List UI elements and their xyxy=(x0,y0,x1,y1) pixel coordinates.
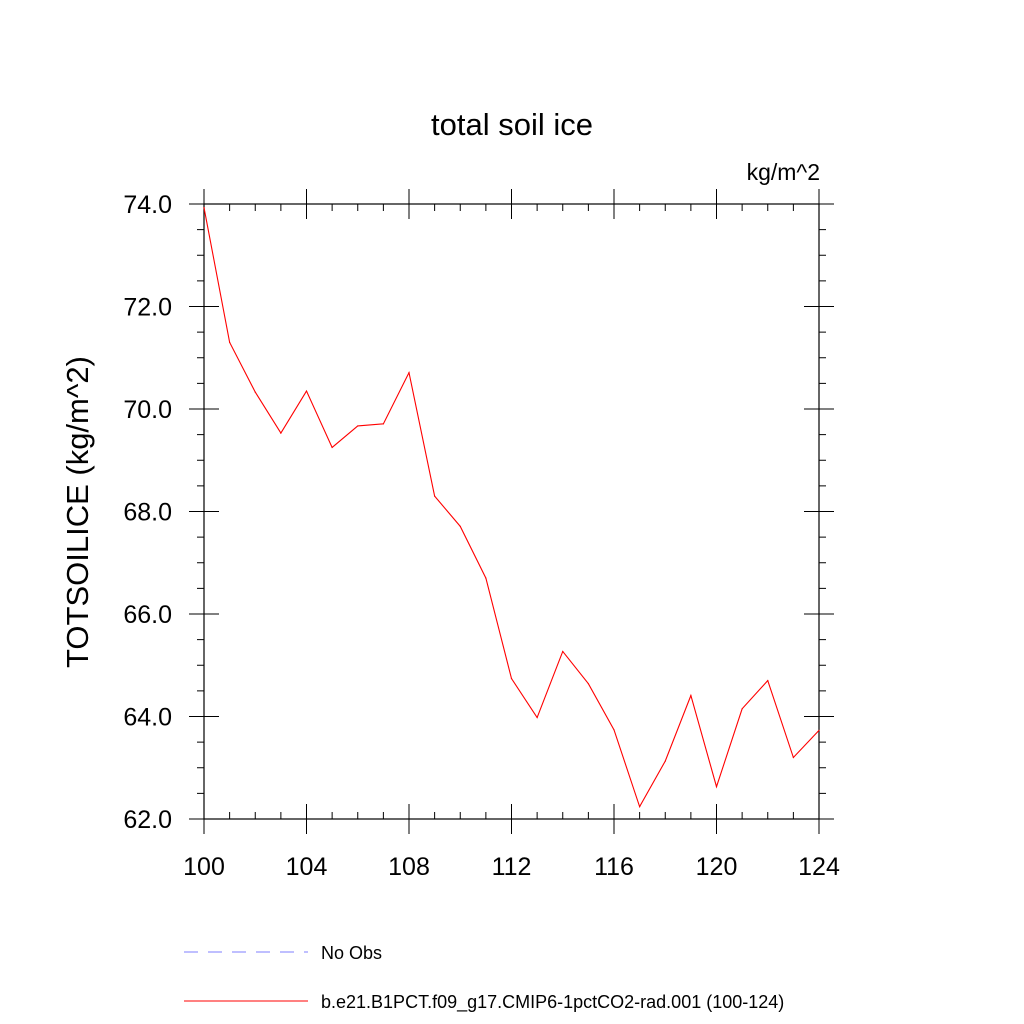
x-tick-label: 112 xyxy=(492,853,532,881)
y-tick-label: 68.0 xyxy=(123,499,172,527)
data-point xyxy=(792,756,794,759)
data-point xyxy=(434,495,436,497)
series-line xyxy=(203,207,820,809)
data-point xyxy=(382,423,384,425)
data-point xyxy=(690,694,692,697)
y-tick-label: 62.0 xyxy=(123,806,172,834)
x-tick-label: 116 xyxy=(594,853,634,881)
y-tick-label: 74.0 xyxy=(123,191,172,219)
data-point xyxy=(613,729,615,731)
y-tick-label: 70.0 xyxy=(123,396,172,424)
data-point xyxy=(587,683,589,685)
x-tick-label: 124 xyxy=(798,853,840,881)
data-point xyxy=(715,786,718,788)
x-tick-label: 100 xyxy=(183,853,225,881)
legend-label: b.e21.B1PCT.f09_g17.CMIP6-1pctCO2-rad.00… xyxy=(321,992,784,1013)
data-point xyxy=(767,680,769,682)
data-point xyxy=(203,206,205,209)
tick-marks xyxy=(189,189,834,834)
data-point xyxy=(741,708,743,710)
y-tick-labels: 62.0 64.0 66.0 68.0 70.0 72.0 74.0 xyxy=(123,191,172,834)
chart-title: total soil ice xyxy=(431,107,593,142)
units-label: kg/m^2 xyxy=(747,159,820,185)
data-point xyxy=(510,677,513,680)
data-point xyxy=(408,372,410,374)
data-point xyxy=(485,577,487,579)
data-point xyxy=(357,425,359,427)
data-point xyxy=(280,432,282,434)
data-point xyxy=(305,390,308,392)
plot-frame xyxy=(203,203,820,820)
data-point xyxy=(229,341,231,343)
data-point xyxy=(331,446,333,449)
x-tick-label: 120 xyxy=(696,853,738,881)
x-tick-label: 108 xyxy=(388,853,430,881)
data-point xyxy=(536,716,538,719)
x-tick-labels: 100 104 108 112 116 120 124 xyxy=(183,853,840,881)
data-point xyxy=(459,525,461,527)
data-point xyxy=(254,391,256,393)
data-point xyxy=(664,760,666,762)
legend-label: No Obs xyxy=(321,943,382,963)
data-point xyxy=(818,729,820,731)
data-point xyxy=(562,650,564,653)
y-axis-label: TOTSOILICE (kg/m^2) xyxy=(60,356,95,668)
y-tick-label: 72.0 xyxy=(123,294,172,322)
data-point xyxy=(639,806,641,808)
series-layer xyxy=(203,206,820,809)
y-tick-label: 64.0 xyxy=(123,704,172,732)
x-tick-label: 104 xyxy=(286,853,328,881)
legend: No Obs b.e21.B1PCT.f09_g17.CMIP6-1pctCO2-… xyxy=(184,943,784,1013)
y-tick-label: 66.0 xyxy=(123,601,172,629)
